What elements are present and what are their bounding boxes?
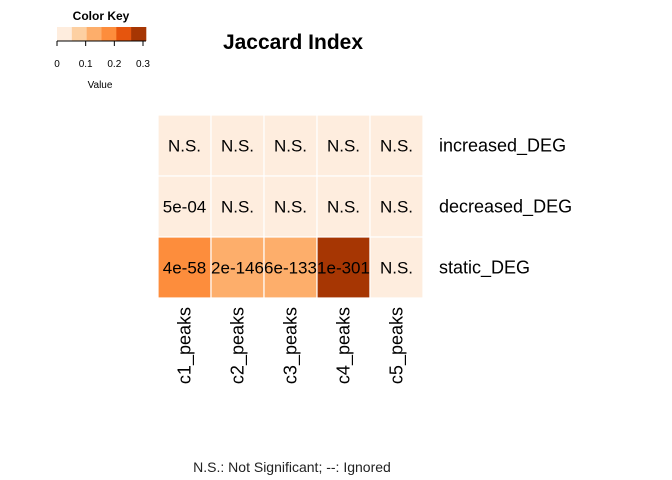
heatmap-cell-label: N.S. [168, 137, 201, 156]
color-key-bins [57, 27, 146, 41]
heatmap-cells: N.S. N.S. N.S. N.S. N.S. 5e-04 N.S. N.S. N.S. N.S… [158, 115, 423, 298]
color-key-ticks: 0 0.1 0.2 0.3 [54, 41, 150, 70]
row-label: increased_DEG [439, 136, 566, 157]
heatmap-cell-label: N.S. [380, 259, 413, 278]
color-key-bin [102, 27, 117, 41]
color-key-tick-label: 0.1 [79, 59, 93, 70]
column-label: c3_peaks [281, 307, 302, 384]
column-label: c5_peaks [387, 307, 408, 384]
column-label: c1_peaks [175, 307, 196, 384]
heatmap-cell-label: N.S. [327, 137, 360, 156]
column-labels: c1_peaks c2_peaks c3_peaks c4_peaks c5_peaks [175, 307, 408, 384]
color-key: Color Key 0 0.1 0.2 0.3 Value [54, 9, 150, 91]
color-key-tick-label: 0.2 [107, 59, 121, 70]
heatmap-cell-label: 6e-133 [264, 259, 317, 278]
heatmap-cell-label: 5e-04 [163, 198, 206, 217]
heatmap-cell-label: 4e-58 [163, 259, 206, 278]
color-key-bin [87, 27, 102, 41]
heatmap-cell-label: N.S. [380, 198, 413, 217]
column-label: c2_peaks [228, 307, 249, 384]
footnote: N.S.: Not Significant; --: Ignored [193, 459, 391, 475]
row-label: decreased_DEG [439, 197, 572, 218]
color-key-axis-label: Value [88, 80, 113, 91]
column-label: c4_peaks [334, 307, 355, 384]
color-key-bin [116, 27, 131, 41]
row-labels: increased_DEG decreased_DEG static_DEG [439, 136, 572, 279]
heatmap-cell-label: N.S. [274, 137, 307, 156]
heatmap-cell-label: N.S. [274, 198, 307, 217]
row-label: static_DEG [439, 258, 530, 279]
heatmap-cell-label: 2e-146 [211, 259, 264, 278]
chart-title: Jaccard Index [223, 31, 363, 54]
heatmap-cell-label: N.S. [327, 198, 360, 217]
color-key-title: Color Key [73, 9, 130, 23]
color-key-tick-label: 0 [54, 59, 60, 70]
color-key-tick-label: 0.3 [136, 59, 150, 70]
color-key-bin [131, 27, 146, 41]
color-key-bin [57, 27, 72, 41]
heatmap-cell-label: N.S. [221, 137, 254, 156]
heatmap-cell-label: 1e-301 [317, 259, 370, 278]
color-key-bin [72, 27, 87, 41]
heatmap-cell-label: N.S. [221, 198, 254, 217]
heatmap-cell-label: N.S. [380, 137, 413, 156]
